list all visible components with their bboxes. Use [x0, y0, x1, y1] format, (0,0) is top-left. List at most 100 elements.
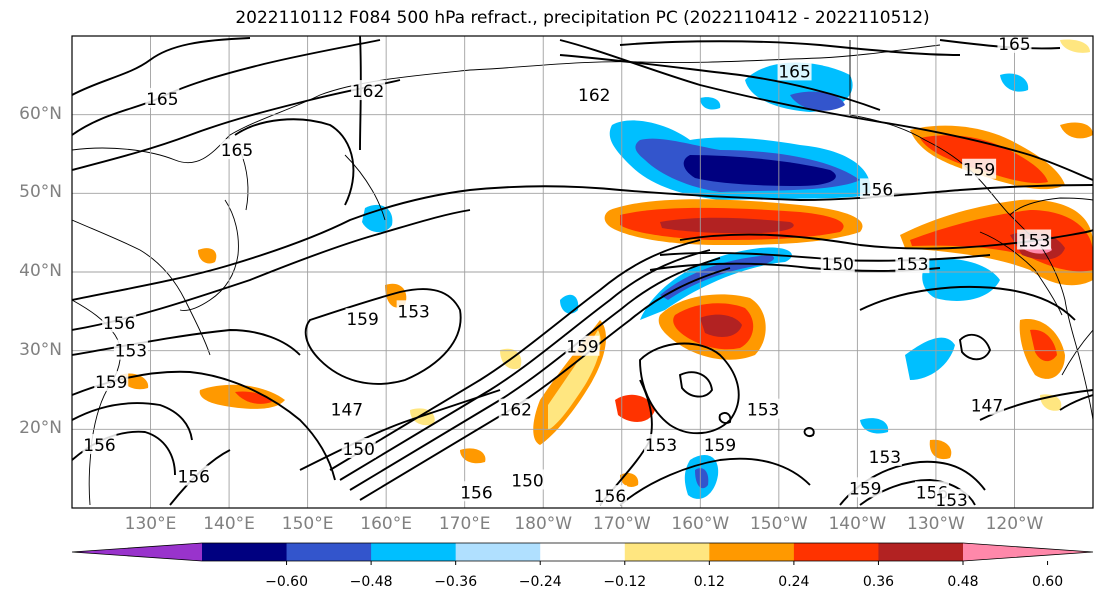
contour-label-background [145, 87, 180, 108]
colorbar [71, 542, 1094, 565]
colorbar-tick-label: 0.36 [862, 574, 895, 590]
contour-label-background [895, 253, 930, 274]
colorbar-segment [371, 543, 457, 561]
contour-label-background [329, 398, 364, 419]
colorbar-segment [455, 543, 541, 561]
colorbar-tick-label: −0.36 [434, 574, 478, 590]
contour-label: 162 [578, 86, 610, 106]
colorbar-tick-label: 0.24 [778, 574, 810, 590]
contour-label: 153 [115, 342, 147, 362]
contour-label-background [962, 158, 997, 179]
colorbar-tick-label: −0.24 [518, 574, 562, 590]
longitude-label: 170°W [592, 514, 651, 534]
contour-label-background [498, 398, 533, 419]
contour-label-background [345, 308, 380, 329]
contour-label: 159 [704, 436, 736, 456]
contour-label-background [396, 300, 431, 321]
contour-label: 150 [822, 255, 854, 275]
longitude-label: 140°E [203, 514, 255, 534]
contour-label: 165 [221, 141, 253, 161]
colorbar-segment [878, 543, 964, 561]
contour-label-background [351, 80, 386, 101]
contour-label-background [702, 434, 737, 455]
latitude-label: 50°N [19, 182, 62, 203]
contour-label: 159 [849, 479, 881, 499]
colorbar-segment [624, 543, 710, 561]
contour-label: 150 [511, 471, 543, 491]
contour-label: 156 [103, 314, 135, 334]
longitude-label: 180°W [514, 514, 573, 534]
colorbar-segment [793, 543, 879, 561]
colorbar-tick-label: −0.12 [603, 574, 647, 590]
contour-label-background [94, 371, 129, 392]
precipitation-shading [120, 39, 1093, 499]
longitude-label: 140°W [828, 514, 887, 534]
contour-label-background [644, 434, 679, 455]
contour-label: 159 [963, 161, 995, 181]
map-title: 2022110112 F084 500 hPa refract., precip… [235, 8, 930, 28]
contour-label-background [459, 481, 494, 502]
colorbar-tick-label: −0.48 [349, 574, 393, 590]
latitude-label: 60°N [19, 103, 62, 124]
contour-label: 153 [645, 436, 677, 456]
contour-label-background [969, 394, 1004, 415]
contour-label: 147 [971, 397, 1003, 417]
contour-label: 159 [566, 338, 598, 358]
contour-label: 159 [346, 310, 378, 330]
latitude-label: 20°N [19, 418, 62, 439]
colorbar-tick-label: 0.60 [1031, 574, 1064, 590]
contour-label: 150 [342, 440, 374, 460]
contour-label-background [219, 139, 254, 160]
latitude-label: 40°N [19, 261, 62, 281]
contour-label-background [860, 178, 895, 199]
contour-label-background [820, 253, 855, 274]
longitude-label: 130°E [124, 514, 177, 534]
contour-label: 156 [178, 468, 210, 488]
contour-label: 153 [896, 255, 928, 275]
contour-label-background [934, 489, 969, 510]
colorbar-segment [286, 543, 372, 561]
contour-label-background [577, 84, 612, 104]
contour-label-layer: 165 165 162 162 165 165 156 159 153 150 153 159 153 1… [82, 32, 1052, 511]
contour-label: 165 [998, 35, 1030, 55]
contour-label-background [746, 398, 781, 419]
contour-label: 153 [935, 491, 967, 511]
longitude-label: 170°E [438, 514, 491, 534]
contour-label: 153 [747, 401, 779, 421]
contour-label-background [867, 445, 902, 466]
contour-label: 162 [352, 82, 384, 102]
colorbar-segment [202, 543, 288, 561]
contour-label-background [1017, 229, 1052, 250]
colorbar-min-extension [72, 543, 202, 561]
colorbar-tick-label: 0.48 [947, 574, 979, 590]
contour-label-background [341, 438, 376, 458]
colorbar-segment [540, 543, 626, 561]
contour-label: 153 [397, 302, 429, 322]
refractivity-contours [72, 36, 1093, 506]
contour-label: 159 [95, 373, 127, 393]
contour-label-background [777, 60, 812, 81]
contour-label: 153 [869, 448, 901, 468]
contour-label: 162 [500, 401, 532, 421]
longitude-label: 130°W [907, 514, 965, 534]
longitude-label: 160°W [671, 514, 730, 534]
contour-label-background [82, 434, 117, 455]
map-frame [71, 35, 1094, 509]
colorbar-outline [71, 542, 1094, 562]
colorbar-tick-label: −0.60 [265, 574, 308, 590]
longitude-label: 150°W [749, 514, 808, 534]
contour-label-background [176, 465, 211, 486]
contour-label: 156 [83, 436, 115, 456]
colorbar-max-extension [963, 543, 1093, 561]
latitude-label: 30°N [19, 339, 62, 360]
contour-label: 165 [146, 90, 178, 110]
contour-label: 147 [331, 401, 363, 421]
contour-label-background [102, 312, 137, 333]
contour-label-background [565, 335, 600, 356]
contour-label: 165 [778, 62, 810, 82]
contour-label: 156 [460, 483, 492, 503]
contour-label: 153 [1018, 232, 1050, 252]
colorbar-tick-label: 0.12 [693, 574, 725, 590]
longitude-label: 120°W [985, 514, 1044, 534]
